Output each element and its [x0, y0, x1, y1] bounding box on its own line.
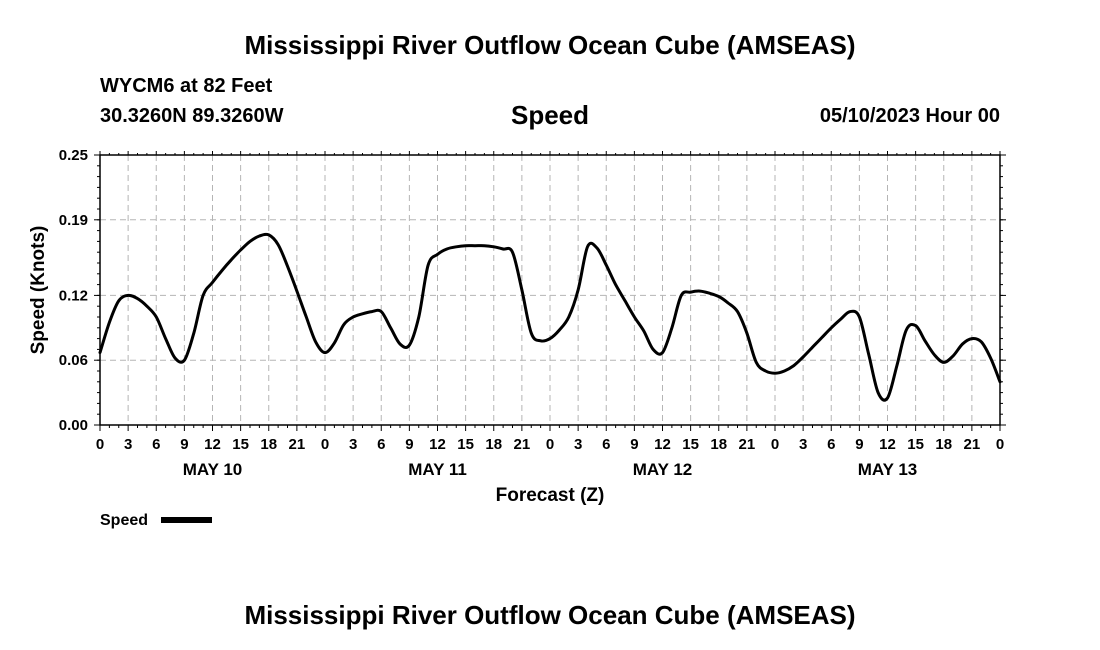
location-label: 30.3260N 89.3260W	[100, 105, 284, 127]
y-tick-label: 0.19	[59, 212, 88, 229]
x-tick-label: 18	[710, 436, 727, 453]
x-tick-label: 18	[260, 436, 277, 453]
speed-chart: 0 3 6 9 12 15 18 21 0 3 6 9 12 15 18 21 0 3 6 9 12 15 18 21 0 3 6 9…	[28, 147, 1006, 529]
speed-series-line	[98, 232, 1002, 402]
x-tick-label: 6	[827, 436, 835, 453]
x-tick-label: 3	[124, 436, 132, 453]
x-tick-label: 0	[321, 436, 329, 453]
x-tick-label: 0	[771, 436, 779, 453]
station-label: WYCM6 at 82 Feet	[100, 75, 273, 97]
day-label: MAY 13	[858, 460, 918, 479]
y-tick-label: 0.25	[59, 147, 88, 164]
x-tick-label: 6	[377, 436, 385, 453]
x-tick-label: 9	[405, 436, 413, 453]
footer-title: Mississippi River Outflow Ocean Cube (AM…	[244, 600, 856, 630]
x-tick-label: 9	[630, 436, 638, 453]
grid	[100, 155, 1000, 425]
x-tick-label: 21	[289, 436, 306, 453]
x-tick-label: 0	[996, 436, 1004, 453]
x-tick-label: 18	[485, 436, 502, 453]
day-label: MAY 12	[633, 460, 693, 479]
day-label: MAY 10	[183, 460, 243, 479]
legend: Speed	[100, 512, 212, 529]
variable-label: Speed	[510, 100, 590, 130]
x-tick-label: 21	[514, 436, 531, 453]
x-tick-label: 12	[879, 436, 896, 453]
x-tick-label: 15	[682, 436, 699, 453]
x-tick-label: 12	[429, 436, 446, 453]
x-tick-label: 9	[180, 436, 188, 453]
x-axis-label: Forecast (Z)	[496, 485, 605, 506]
tick-labels: 0 3 6 9 12 15 18 21 0 3 6 9 12 15 18 21 0 3 6 9 12 15 18 21 0 3 6 9…	[59, 147, 1004, 479]
y-tick-label: 0.12	[59, 287, 88, 304]
y-axis-label: Speed (Knots)	[28, 226, 49, 355]
x-tick-label: 12	[654, 436, 671, 453]
chart-title: Mississippi River Outflow Ocean Cube (AM…	[244, 30, 856, 60]
x-tick-label: 3	[349, 436, 357, 453]
axis-ticks	[94, 151, 1006, 431]
x-tick-label: 18	[935, 436, 952, 453]
y-tick-label: 0.06	[59, 352, 88, 369]
y-tick-label: 0.00	[59, 417, 88, 434]
x-tick-label: 0	[96, 436, 104, 453]
x-tick-label: 6	[602, 436, 610, 453]
legend-label: Speed	[100, 512, 148, 529]
x-tick-label: 21	[964, 436, 981, 453]
x-tick-label: 15	[457, 436, 474, 453]
day-label: MAY 11	[408, 460, 467, 479]
x-tick-label: 6	[152, 436, 160, 453]
datetime-label: 05/10/2023 Hour 00	[819, 105, 1000, 127]
x-tick-label: 9	[855, 436, 863, 453]
x-tick-label: 15	[232, 436, 249, 453]
x-tick-label: 12	[204, 436, 221, 453]
x-tick-label: 3	[799, 436, 807, 453]
x-tick-label: 0	[546, 436, 554, 453]
x-tick-label: 3	[574, 436, 582, 453]
x-tick-label: 15	[907, 436, 924, 453]
x-tick-label: 21	[739, 436, 756, 453]
